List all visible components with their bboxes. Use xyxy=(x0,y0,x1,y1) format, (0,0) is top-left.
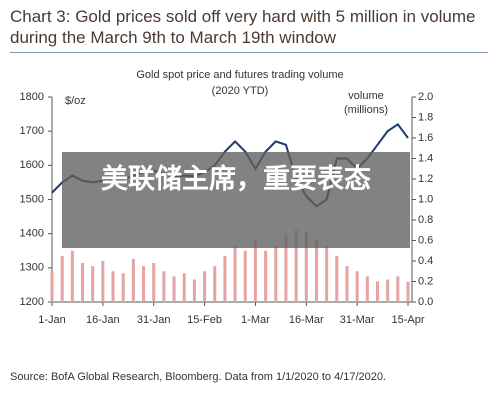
x-tick-label: 16-Jan xyxy=(86,314,120,326)
volume-bar xyxy=(274,245,278,302)
volume-bar xyxy=(192,279,196,302)
volume-bar xyxy=(203,271,207,302)
y2-tick-label: 2.0 xyxy=(418,91,433,103)
volume-bar xyxy=(406,281,410,302)
title-rule xyxy=(10,52,488,53)
volume-bar xyxy=(233,245,237,302)
volume-bar xyxy=(264,250,268,302)
y2-tick-label: 0.4 xyxy=(418,255,433,267)
volume-bar xyxy=(253,240,257,302)
volume-bar xyxy=(111,271,115,302)
y2-tick-label: 0.6 xyxy=(418,234,433,246)
y2-tick-label: 1.0 xyxy=(418,193,433,205)
chart-title: Chart 3: Gold prices sold off very hard … xyxy=(10,7,476,47)
y2-tick-label: 1.2 xyxy=(418,173,433,185)
x-tick-label: 1-Jan xyxy=(38,314,66,326)
volume-bar xyxy=(50,271,54,302)
volume-bar xyxy=(335,255,339,302)
volume-bar xyxy=(345,266,349,302)
volume-bar xyxy=(375,281,379,302)
volume-bar xyxy=(131,258,135,302)
y2-tick-label: 1.6 xyxy=(418,132,433,144)
x-tick-label: 15-Feb xyxy=(187,314,222,326)
y-tick-label: 1500 xyxy=(20,193,44,205)
x-tick-label: 31-Jan xyxy=(137,314,171,326)
source-note: Source: BofA Global Research, Bloomberg.… xyxy=(10,371,387,383)
volume-bar xyxy=(121,273,125,302)
chart-subtitle: Gold spot price and futures trading volu… xyxy=(136,69,343,81)
volume-bar xyxy=(152,263,156,302)
x-tick-label: 31-Mar xyxy=(340,314,375,326)
volume-bar xyxy=(314,240,318,302)
x-tick-label: 15-Apr xyxy=(391,314,424,326)
volume-bar xyxy=(355,271,359,302)
y-axis-label: $/oz xyxy=(65,95,86,107)
volume-bar xyxy=(81,263,85,302)
volume-bar xyxy=(101,261,105,302)
volume-bar xyxy=(172,276,176,302)
y2-axis-label: volume (millions) xyxy=(344,90,388,116)
x-tick-label: 1-Mar xyxy=(241,314,270,326)
volume-bar xyxy=(386,279,390,302)
volume-bar xyxy=(70,250,74,302)
volume-bar xyxy=(91,266,95,302)
volume-bar xyxy=(325,245,329,302)
volume-bar xyxy=(223,255,227,302)
y-tick-label: 1600 xyxy=(20,159,44,171)
y-tick-label: 1200 xyxy=(20,296,44,308)
volume-bar xyxy=(396,276,400,302)
y-tick-label: 1400 xyxy=(20,228,44,240)
y2-tick-label: 0.8 xyxy=(418,214,433,226)
volume-bar xyxy=(182,273,186,302)
chart-subtitle: (2020 YTD) xyxy=(212,85,269,97)
volume-bar xyxy=(142,266,146,302)
volume-bar xyxy=(243,250,247,302)
y2-tick-label: 0.0 xyxy=(418,296,433,308)
volume-bar xyxy=(162,271,166,302)
y-tick-label: 1300 xyxy=(20,262,44,274)
volume-bar xyxy=(304,232,308,302)
y2-tick-label: 1.8 xyxy=(418,111,433,123)
volume-bar xyxy=(365,276,369,302)
volume-bar xyxy=(294,230,298,302)
overlay-banner: 美联储主席，重要表态 xyxy=(62,152,410,248)
y-tick-label: 1800 xyxy=(20,91,44,103)
volume-bar xyxy=(284,235,288,302)
y2-tick-label: 1.4 xyxy=(418,152,433,164)
y2-tick-label: 0.2 xyxy=(418,275,433,287)
volume-bar xyxy=(213,266,217,302)
x-tick-label: 16-Mar xyxy=(289,314,324,326)
y-tick-label: 1700 xyxy=(20,125,44,137)
volume-bar xyxy=(60,255,64,302)
